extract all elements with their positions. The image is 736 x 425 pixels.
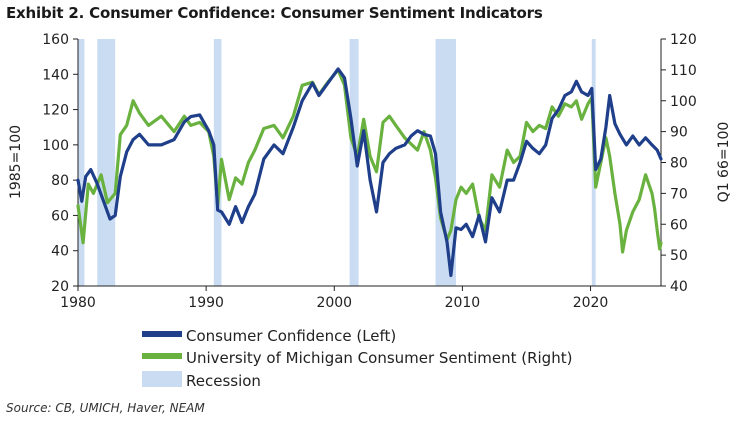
recession-band [78, 39, 85, 286]
recession-band [97, 39, 116, 286]
y-right-tick-label: 90 [670, 125, 688, 141]
series [76, 67, 663, 277]
y-left-tick-label: 60 [51, 208, 69, 224]
recession-band [349, 39, 359, 286]
y-right-tick-label: 40 [670, 279, 688, 295]
y-left-tick-label: 80 [51, 173, 69, 189]
x-tick-label: 1980 [60, 295, 96, 311]
y-right-tick-label: 110 [670, 63, 697, 79]
michigan-sentiment-line [76, 68, 663, 254]
legend-label: Recession [186, 372, 261, 390]
x-tick-label: 2020 [573, 295, 609, 311]
recession-band [213, 39, 222, 286]
y-left-tick-label: 20 [51, 279, 69, 295]
legend-swatch [142, 353, 182, 359]
x-tick-label: 1990 [188, 295, 224, 311]
axes [77, 39, 662, 287]
source-note: Source: CB, UMICH, Haver, NEAM [6, 401, 205, 415]
chart-title: Exhibit 2. Consumer Confidence: Consumer… [6, 4, 543, 22]
y-axis-right-label: Q1 66=100 [716, 122, 732, 203]
y-left-tick-label: 100 [42, 138, 69, 154]
x-tick-label: 2010 [445, 295, 481, 311]
y-left-tick-label: 160 [42, 32, 69, 48]
consumer-confidence-line [76, 67, 663, 277]
y-right-tick-label: 50 [670, 248, 688, 264]
y-right-tick-label: 80 [670, 156, 688, 172]
legend: Consumer Confidence (Left) University of … [142, 327, 572, 390]
y-left-tick-label: 40 [51, 244, 69, 260]
y-axis-left-label: 1985=100 [8, 125, 24, 199]
legend-swatch [142, 371, 182, 387]
x-tick-label: 2000 [316, 295, 352, 311]
y-left-tick-label: 140 [42, 67, 69, 83]
legend-swatch [142, 331, 182, 337]
y-right-tick-label: 120 [670, 32, 697, 48]
ticks: 20 40 60 80 100 120 140 160 40 50 60 70 80 90 100 110 12… [42, 32, 696, 311]
y-right-tick-label: 70 [670, 186, 688, 202]
y-left-tick-label: 120 [42, 103, 69, 119]
y-right-tick-label: 60 [670, 217, 688, 233]
legend-label: Consumer Confidence (Left) [186, 327, 396, 345]
recession-bands [78, 39, 596, 286]
y-right-tick-label: 100 [670, 94, 697, 110]
legend-label: University of Michigan Consumer Sentimen… [186, 349, 572, 367]
